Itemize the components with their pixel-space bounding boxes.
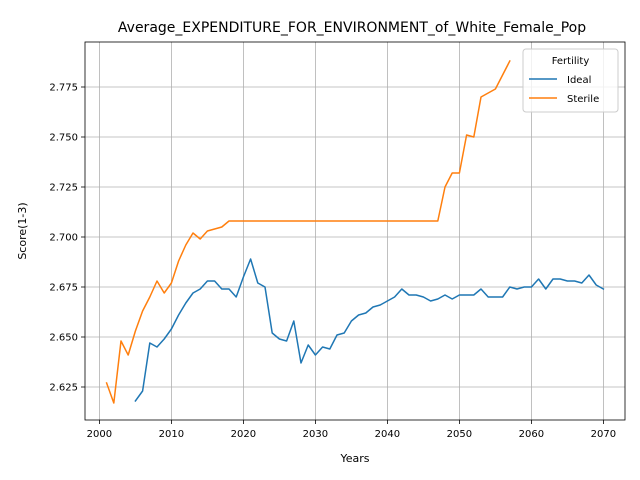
x-tick-label: 2010: [159, 429, 184, 440]
x-tick-label: 2030: [303, 429, 328, 440]
x-tick-label: 2040: [375, 429, 400, 440]
legend-label-sterile: Sterile: [567, 94, 599, 105]
legend: Fertility Ideal Sterile: [522, 48, 619, 113]
y-tick-label: 2.625: [49, 383, 78, 394]
x-axis: 2000 2010 2020 2030 2040 2050 2060 2070: [87, 420, 616, 440]
chart-title: Average_EXPENDITURE_FOR_ENVIRONMENT_of_W…: [118, 20, 586, 36]
x-tick-label: 2070: [591, 429, 616, 440]
y-axis-label: Score(1-3): [16, 202, 29, 259]
x-tick-label: 2050: [447, 429, 472, 440]
y-tick-label: 2.700: [49, 233, 78, 244]
legend-box: [522, 48, 619, 113]
y-axis: 2.625 2.650 2.675 2.700 2.725 2.750 2.775: [49, 83, 85, 394]
y-tick-label: 2.675: [49, 283, 78, 294]
x-tick-label: 2060: [519, 429, 544, 440]
legend-title: Fertility: [552, 56, 590, 67]
y-tick-label: 2.750: [49, 133, 78, 144]
y-tick-label: 2.725: [49, 183, 78, 194]
y-tick-label: 2.650: [49, 333, 78, 344]
x-tick-label: 2020: [231, 429, 256, 440]
y-tick-label: 2.775: [49, 83, 78, 94]
x-tick-label: 2000: [87, 429, 112, 440]
plot-frame: [84, 41, 626, 421]
series-line-sterile: [105, 59, 511, 404]
x-axis-label: Years: [339, 452, 369, 465]
series-line-ideal: [134, 258, 605, 403]
legend-label-ideal: Ideal: [567, 75, 591, 86]
series-layer: [105, 59, 605, 404]
